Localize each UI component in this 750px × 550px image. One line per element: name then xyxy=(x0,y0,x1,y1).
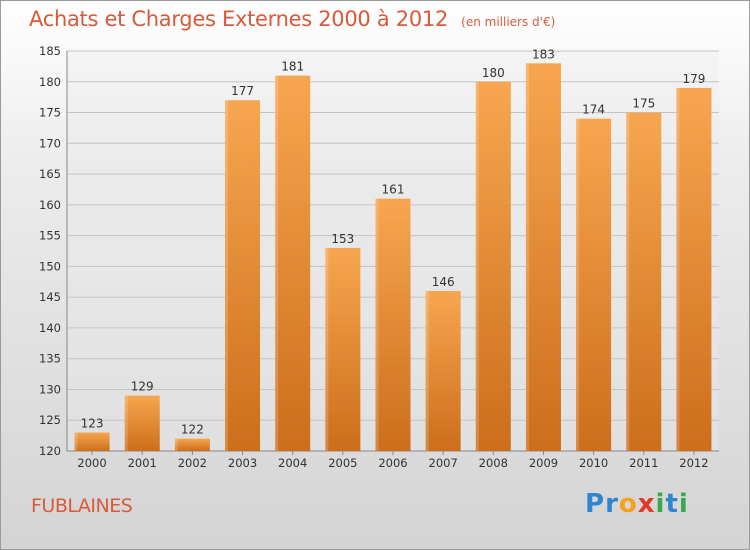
x-tick-label: 2012 xyxy=(679,456,708,470)
y-tick-label: 185 xyxy=(39,44,61,58)
chart-subtitle: (en milliers d'€) xyxy=(461,15,556,29)
data-label: 183 xyxy=(532,47,555,61)
x-tick-label: 2001 xyxy=(128,456,157,470)
data-label: 179 xyxy=(682,72,705,86)
data-label: 177 xyxy=(231,84,254,98)
bar xyxy=(576,118,612,451)
bar xyxy=(525,63,561,452)
bar-highlight xyxy=(375,198,379,451)
x-tick-label: 2000 xyxy=(77,456,106,470)
y-tick-label: 120 xyxy=(39,444,61,458)
x-tick-label: 2009 xyxy=(529,456,558,470)
bar-highlight xyxy=(74,432,78,451)
x-tick-label: 2004 xyxy=(278,456,307,470)
logo-letter: i xyxy=(655,489,666,519)
y-tick-label: 180 xyxy=(39,75,61,89)
chart-title-row: Achats et Charges Externes 2000 à 2012 (… xyxy=(29,7,555,31)
bar-highlight xyxy=(275,75,279,451)
logo-letter: x xyxy=(637,489,656,519)
x-tick-label: 2006 xyxy=(378,456,407,470)
chart-title: Achats et Charges Externes 2000 à 2012 xyxy=(29,7,449,31)
data-label: 180 xyxy=(482,66,505,80)
y-tick-label: 165 xyxy=(39,167,61,181)
bar-highlight xyxy=(124,395,128,451)
data-label: 146 xyxy=(432,275,455,289)
x-tick-label: 2010 xyxy=(579,456,608,470)
bar-highlight xyxy=(525,63,529,452)
bar-highlight xyxy=(225,100,229,451)
data-label: 181 xyxy=(281,60,304,74)
x-tick-label: 2007 xyxy=(429,456,458,470)
bar xyxy=(425,291,461,451)
x-tick-label: 2008 xyxy=(479,456,508,470)
bar-highlight xyxy=(626,112,630,452)
bar xyxy=(325,247,361,451)
y-tick-label: 130 xyxy=(39,382,61,396)
y-tick-label: 140 xyxy=(39,321,61,335)
logo-letter: o xyxy=(618,489,638,519)
bar-highlight xyxy=(174,438,178,451)
bar-highlight xyxy=(576,118,580,451)
x-tick-label: 2003 xyxy=(228,456,257,470)
bar xyxy=(375,198,411,451)
logo-letter: t xyxy=(665,489,679,519)
logo-letter: i xyxy=(678,489,689,519)
bar-highlight xyxy=(475,81,479,452)
data-label: 175 xyxy=(632,97,655,111)
bar xyxy=(225,100,261,451)
y-tick-label: 135 xyxy=(39,352,61,366)
logo-letter: P xyxy=(585,489,606,519)
y-tick-label: 150 xyxy=(39,259,61,273)
bar-highlight xyxy=(325,247,329,451)
proxiti-logo: Proxiti xyxy=(585,489,689,519)
y-tick-label: 160 xyxy=(39,198,61,212)
bar-highlight xyxy=(425,291,429,451)
town-name: FUBLAINES xyxy=(31,495,133,517)
y-tick-label: 155 xyxy=(39,229,61,243)
bar xyxy=(275,75,311,451)
x-tick-label: 2011 xyxy=(629,456,658,470)
data-label: 123 xyxy=(81,417,104,431)
bar xyxy=(475,81,511,452)
bar xyxy=(626,112,662,452)
y-tick-label: 170 xyxy=(39,136,61,150)
y-tick-label: 145 xyxy=(39,290,61,304)
data-label: 129 xyxy=(131,380,154,394)
y-tick-label: 125 xyxy=(39,413,61,427)
data-label: 161 xyxy=(382,183,405,197)
data-label: 174 xyxy=(582,103,605,117)
bar xyxy=(676,87,712,451)
x-tick-label: 2002 xyxy=(178,456,207,470)
data-label: 153 xyxy=(331,232,354,246)
y-tick-label: 175 xyxy=(39,106,61,120)
logo-letter: r xyxy=(605,489,619,519)
x-tick-label: 2005 xyxy=(328,456,357,470)
bar xyxy=(174,438,210,451)
bar xyxy=(124,395,160,451)
bar xyxy=(74,432,110,451)
data-label: 122 xyxy=(181,423,204,437)
bar-highlight xyxy=(676,87,680,451)
